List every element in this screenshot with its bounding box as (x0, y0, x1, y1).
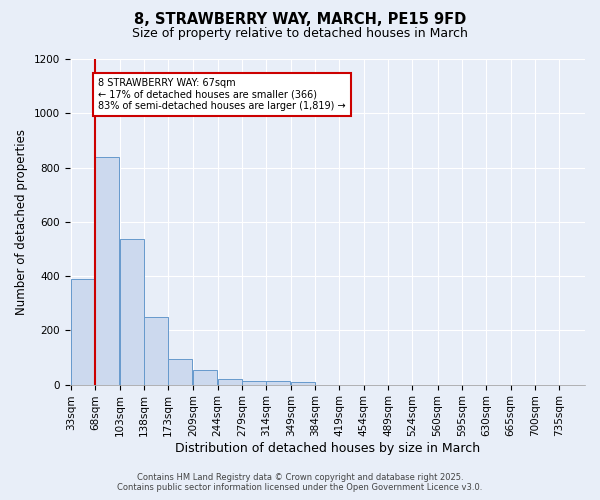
Bar (193, 370, 217, 384)
Bar (71, 279, 95, 384)
X-axis label: Distribution of detached houses by size in March: Distribution of detached houses by size … (175, 442, 480, 455)
Bar (144, 318, 168, 384)
Bar (266, 382, 290, 384)
Bar (169, 360, 193, 384)
Y-axis label: Number of detached properties: Number of detached properties (15, 129, 28, 315)
Text: Size of property relative to detached houses in March: Size of property relative to detached ho… (132, 28, 468, 40)
Text: 8 STRAWBERRY WAY: 67sqm
← 17% of detached houses are smaller (366)
83% of semi-d: 8 STRAWBERRY WAY: 67sqm ← 17% of detache… (98, 78, 346, 111)
Bar (119, 240, 143, 384)
Bar (242, 380, 266, 384)
Bar (291, 382, 315, 384)
Bar (95, 156, 119, 384)
Text: Contains HM Land Registry data © Crown copyright and database right 2025.
Contai: Contains HM Land Registry data © Crown c… (118, 473, 482, 492)
Text: 8, STRAWBERRY WAY, MARCH, PE15 9FD: 8, STRAWBERRY WAY, MARCH, PE15 9FD (134, 12, 466, 28)
Bar (218, 378, 242, 384)
